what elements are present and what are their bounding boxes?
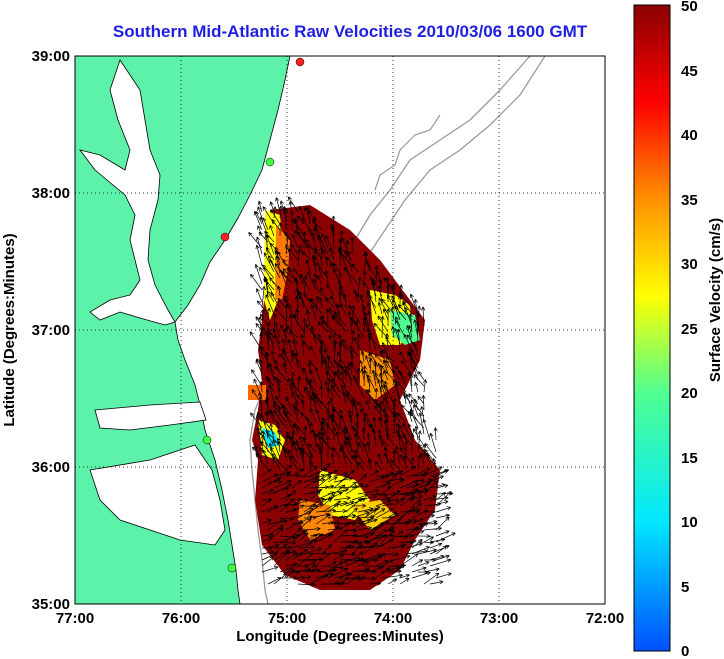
colorbar-tick-label: 40 bbox=[681, 127, 698, 144]
colorbar-tick-label: 50 bbox=[681, 0, 698, 15]
x-axis-label: Longitude (Degrees:Minutes) bbox=[236, 628, 444, 645]
hf-radar-station-marker bbox=[220, 232, 230, 242]
colorbar-tick-label: 20 bbox=[681, 385, 698, 402]
colorbar-tick-label: 25 bbox=[681, 321, 698, 338]
y-axis-label: Latitude (Degrees:Minutes) bbox=[1, 233, 18, 426]
colorbar-tick-label: 35 bbox=[681, 192, 698, 209]
velocity-vector bbox=[248, 196, 456, 587]
x-axis-ticks: 77:00 76:00 75:00 74:00 73:00 72:00 bbox=[56, 610, 624, 627]
x-tick-label: 74:00 bbox=[374, 610, 412, 627]
y-tick-label: 38:00 bbox=[32, 185, 70, 202]
x-tick-label: 72:00 bbox=[586, 610, 624, 627]
y-tick-label: 36:00 bbox=[32, 459, 70, 476]
colorbar bbox=[633, 4, 671, 652]
hf-radar-station-marker bbox=[202, 435, 212, 445]
y-axis-ticks: 39:00 38:00 37:00 36:00 35:00 bbox=[32, 48, 70, 613]
x-tick-label: 73:00 bbox=[480, 610, 518, 627]
colorbar-tick-label: 45 bbox=[681, 63, 698, 80]
pamlico-sound bbox=[89, 444, 226, 546]
bathymetry-contour bbox=[374, 114, 441, 191]
x-tick-label: 77:00 bbox=[56, 610, 94, 627]
hf-radar-station-marker bbox=[227, 563, 237, 573]
colorbar-tick-label: 10 bbox=[681, 514, 698, 531]
colorbar-label: Surface Velocity (cm/s) bbox=[707, 218, 724, 382]
hf-radar-station-marker bbox=[295, 57, 305, 67]
map-title: Southern Mid-Atlantic Raw Velocities 201… bbox=[112, 22, 588, 41]
plot-frame bbox=[74, 55, 606, 605]
hf-radar-station-marker bbox=[265, 157, 275, 167]
colorbar-tick-label: 5 bbox=[681, 579, 689, 596]
albemarle-sound bbox=[94, 401, 207, 431]
colorbar-ticks: 50 45 40 35 30 25 20 15 10 5 0 bbox=[681, 0, 698, 659]
y-tick-label: 39:00 bbox=[32, 48, 70, 65]
colorbar-tick-label: 0 bbox=[681, 643, 689, 659]
y-tick-label: 37:00 bbox=[32, 322, 70, 339]
x-tick-label: 75:00 bbox=[268, 610, 306, 627]
colorbar-tick-label: 15 bbox=[681, 450, 698, 467]
grid-lines bbox=[75, 56, 605, 604]
velocity-arrows bbox=[248, 196, 456, 587]
colorbar-tick-label: 30 bbox=[681, 256, 698, 273]
x-tick-label: 76:00 bbox=[162, 610, 200, 627]
chesapeake-bay bbox=[79, 59, 176, 326]
y-tick-label: 35:00 bbox=[32, 596, 70, 613]
